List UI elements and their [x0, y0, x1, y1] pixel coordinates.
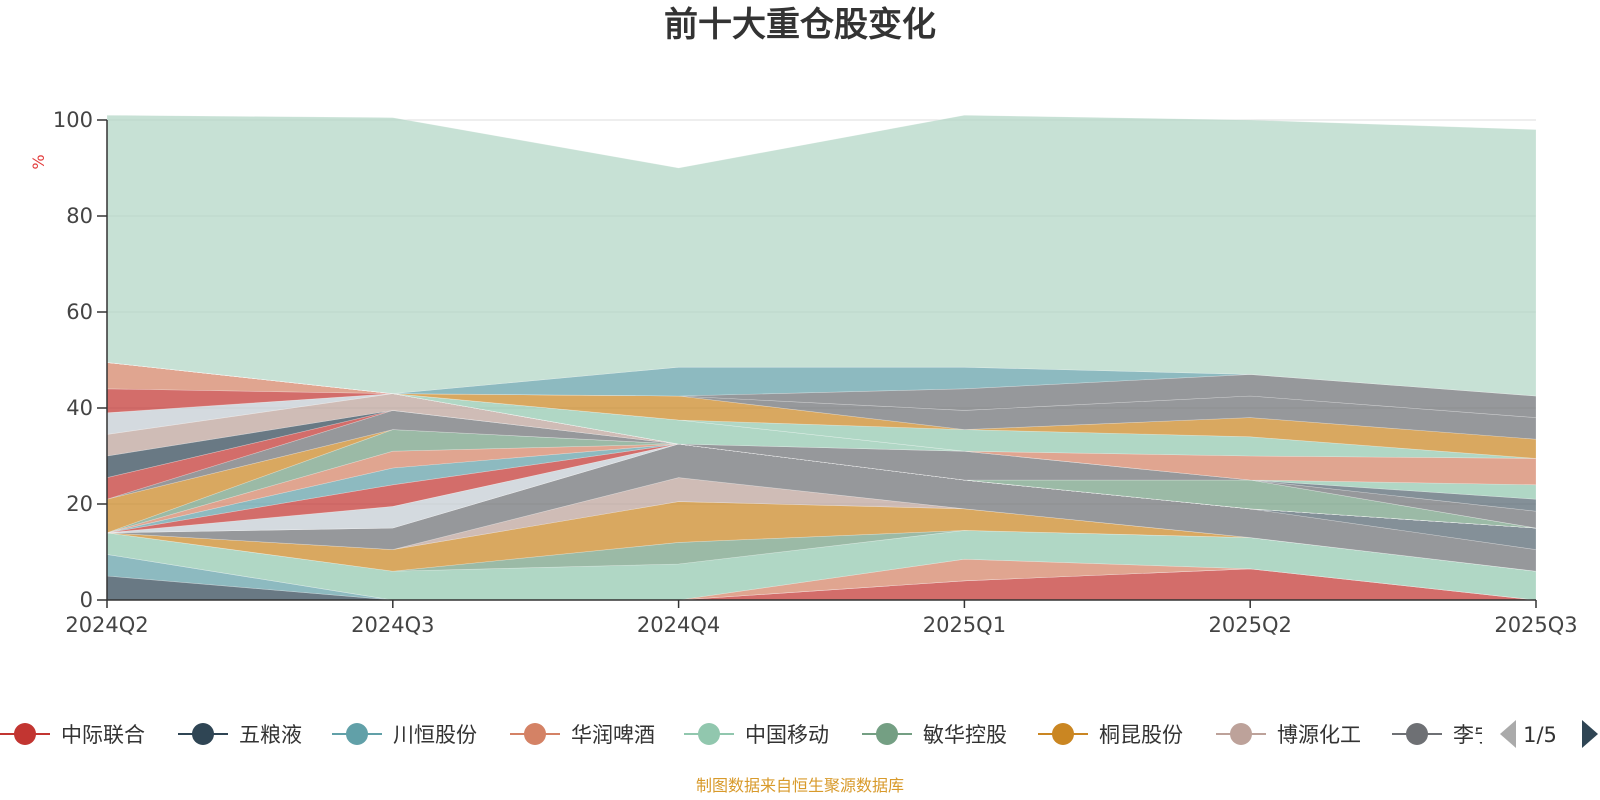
y-tick-label: 60: [66, 300, 93, 324]
chart-title: 前十大重仓股变化: [664, 5, 936, 45]
legend-item[interactable]: 博源化工: [1216, 723, 1361, 747]
legend-page-indicator: 1/5: [1523, 723, 1557, 747]
legend-item-label: 李宁: [1453, 723, 1495, 747]
area-series-32: [106, 362, 1537, 459]
legend-item-label: 敏华控股: [923, 723, 1007, 747]
legend-item[interactable]: 中际联合: [0, 723, 145, 747]
y-tick-label: 80: [66, 204, 93, 228]
y-tick-label: 40: [66, 396, 93, 420]
legend-circle-marker: [192, 723, 214, 745]
legend-item-label: 桐昆股份: [1099, 723, 1183, 747]
legend-item[interactable]: 华润啤酒: [510, 723, 655, 747]
legend-prev-arrow-icon[interactable]: [1500, 720, 1516, 748]
axes: 0 20 40 60 80 100 2024Q2 2024Q3 2024Q4 2025Q1 2025…: [53, 108, 1578, 637]
legend-item[interactable]: 桐昆股份: [1038, 723, 1183, 747]
legend-item-label: 华润啤酒: [571, 723, 655, 747]
legend-item-label: 博源化工: [1277, 723, 1361, 747]
legend-circle-marker: [1230, 723, 1252, 745]
legend-item[interactable]: 敏华控股: [862, 723, 1007, 747]
x-tick-label: 2024Q2: [65, 613, 148, 637]
legend-circle-marker: [346, 723, 368, 745]
x-tick-label: 2025Q2: [1209, 613, 1292, 637]
x-tick-label: 2024Q4: [637, 613, 720, 637]
legend-circle-marker: [1406, 723, 1428, 745]
legend-item-label: 中际联合: [61, 723, 145, 747]
area-series-9: [106, 443, 1537, 572]
y-tick-label: 100: [53, 108, 93, 132]
legend-item-label: 中国移动: [745, 723, 829, 747]
legend-item-label: 五粮液: [239, 723, 302, 747]
x-tick-label: 2025Q1: [923, 613, 1006, 637]
legend-item[interactable]: 中国移动: [684, 723, 829, 747]
legend-next-arrow-icon[interactable]: [1582, 720, 1598, 748]
legend-item[interactable]: 李宁: [1392, 723, 1495, 747]
legend-circle-marker: [1052, 723, 1074, 745]
area-series-30: [106, 362, 1537, 486]
legend-pager: 1/5: [1500, 720, 1598, 748]
y-axis-label: %: [29, 154, 48, 169]
x-tick-label: 2025Q3: [1494, 613, 1577, 637]
legend: 中际联合 五粮液 川恒股份 华润啤酒 中国移动 敏华控股 桐昆股份 博源化工 李宁: [0, 723, 1495, 747]
area-series-10: [106, 443, 1537, 550]
area-series-33: [106, 362, 1537, 440]
legend-circle-marker: [876, 723, 898, 745]
x-tick-label: 2024Q3: [351, 613, 434, 637]
y-tick-label: 0: [80, 588, 93, 612]
area-series-29: [106, 362, 1537, 500]
y-tick-label: 20: [66, 492, 93, 516]
area-series-group: [106, 114, 1537, 601]
legend-item[interactable]: 川恒股份: [332, 723, 477, 747]
data-source-note: 制图数据来自恒生聚源数据库: [696, 776, 904, 795]
legend-circle-marker: [14, 723, 36, 745]
area-series-36: [106, 114, 1537, 397]
legend-items: 中际联合 五粮液 川恒股份 华润啤酒 中国移动 敏华控股 桐昆股份 博源化工 李宁: [0, 723, 1495, 747]
area-series-34: [106, 362, 1537, 418]
legend-item-label: 川恒股份: [393, 723, 477, 747]
area-series-17: [106, 429, 1537, 534]
legend-circle-marker: [698, 723, 720, 745]
legend-circle-marker: [524, 723, 546, 745]
legend-item[interactable]: 五粮液: [178, 723, 302, 747]
